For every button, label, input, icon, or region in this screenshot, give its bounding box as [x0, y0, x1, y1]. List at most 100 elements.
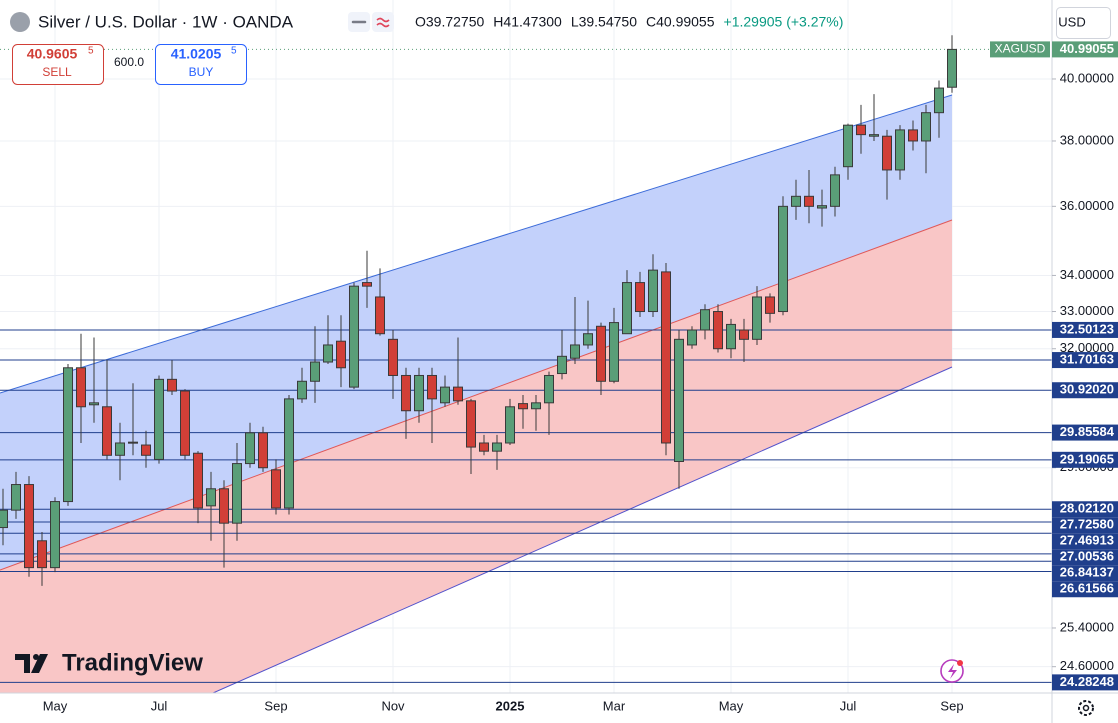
sell-box[interactable]	[12, 44, 104, 85]
level-label-bg	[1052, 501, 1118, 518]
level-label-bg	[1052, 533, 1118, 550]
candle-body	[843, 124, 853, 168]
level-label: 27.46913	[1060, 533, 1114, 548]
replay-icon[interactable]	[940, 659, 964, 683]
level-label-bg	[1052, 451, 1118, 468]
last-price-label: 40.99055	[1060, 41, 1114, 56]
settings-button[interactable]	[1078, 700, 1094, 716]
sell-label: SELL	[42, 65, 72, 79]
level-label-bg	[1052, 565, 1118, 582]
channel-lower-line	[212, 366, 953, 693]
candle-body	[791, 195, 801, 207]
candle-body	[167, 378, 177, 392]
candle-body	[50, 501, 60, 569]
currency: USD	[1058, 14, 1085, 29]
candle-body	[661, 271, 671, 444]
level-label: 24.28248	[1060, 674, 1114, 689]
y-axis: 40.00000 38.00000 36.00000 34.00000 33.00000…	[990, 41, 1118, 691]
candle-body	[271, 469, 281, 509]
candle-body	[869, 134, 879, 137]
symbol-icon	[10, 12, 30, 32]
candle-body	[505, 406, 515, 444]
gear-outer[interactable]	[1078, 700, 1094, 716]
level-label: 28.02120	[1060, 501, 1114, 516]
level-label: 29.85584	[1060, 424, 1115, 439]
legend-value: C40.99055	[646, 14, 715, 30]
candle-body	[531, 402, 541, 410]
x-tick-label: Mar	[603, 698, 626, 713]
candle-body	[323, 344, 333, 363]
level-label-bg	[1052, 382, 1118, 399]
candle-body	[349, 285, 359, 388]
candle-body	[609, 322, 619, 382]
candle-body	[453, 386, 463, 402]
last-price-label-bg	[1052, 41, 1118, 58]
header-buttons[interactable]	[348, 12, 394, 32]
candle-body	[245, 432, 255, 465]
candle-body	[479, 442, 489, 452]
legend-value: L39.54750	[571, 14, 637, 30]
level-label: 27.72580	[1060, 517, 1114, 532]
x-tick-label: Sep	[264, 698, 287, 713]
candle-body	[414, 374, 424, 412]
candle-body	[375, 296, 385, 335]
candle-body	[89, 402, 99, 406]
candle-body	[258, 432, 268, 469]
level-label: 26.84137	[1060, 565, 1114, 580]
candle-body	[830, 174, 840, 207]
candle-body	[219, 488, 229, 524]
candle-body	[63, 367, 73, 503]
currency-box[interactable]	[1056, 7, 1111, 39]
candle-body	[882, 135, 892, 171]
buy-price: 41.0205	[171, 46, 222, 62]
candle-body	[336, 340, 346, 369]
candle-body	[154, 378, 164, 460]
candle-body	[310, 361, 320, 382]
candle-body	[180, 390, 190, 456]
candle-body	[141, 444, 151, 456]
candle-body	[739, 329, 749, 340]
y-tick-label: 24.60000	[1060, 658, 1114, 673]
logo-mark-v	[31, 654, 48, 673]
buy-box[interactable]	[155, 44, 247, 85]
buy-button[interactable]: 41.0205 5 BUY	[155, 44, 247, 85]
sell-button[interactable]: 40.9605 5 SELL	[12, 44, 104, 85]
y-tick-label: 40.00000	[1060, 70, 1114, 85]
x-tick-label: May	[719, 698, 744, 713]
level-label: 30.92020	[1060, 382, 1114, 397]
x-tick-label: 2025	[496, 698, 525, 713]
channel-middle-line	[0, 219, 953, 571]
candle-body	[128, 441, 138, 444]
x-tick-label: Nov	[381, 698, 405, 713]
candle-body	[726, 323, 736, 350]
candle-body	[115, 442, 125, 456]
level-label: 32.50123	[1060, 321, 1114, 336]
candle-body	[947, 48, 957, 88]
gear-inner	[1082, 704, 1090, 712]
y-tick-label: 33.00000	[1060, 303, 1114, 318]
level-label: 26.61566	[1060, 581, 1114, 596]
x-tick-label: Jul	[151, 698, 168, 713]
candle-body	[778, 205, 788, 313]
ohlc-legend: O39.72750 H41.47300 L39.54750 C40.99055 +1.2…	[415, 14, 843, 30]
symbol-label: XAGUSD	[995, 42, 1046, 56]
x-tick-label: Jul	[840, 698, 857, 713]
candle-body	[713, 311, 723, 350]
candle-body	[934, 87, 944, 114]
compare-button[interactable]	[372, 12, 394, 32]
symbol-label-bg	[990, 41, 1050, 58]
level-label-bg	[1052, 352, 1118, 369]
level-label: 27.00536	[1060, 549, 1114, 564]
candle-body	[193, 452, 203, 509]
replay-dot	[957, 660, 963, 666]
legend-value: +1.29905 (+3.27%)	[724, 14, 844, 30]
candle-body	[232, 463, 242, 524]
legend-value: H41.47300	[493, 14, 562, 30]
sell-price-digit: 5	[88, 46, 94, 57]
candle-body	[284, 398, 294, 509]
candle-body	[0, 509, 8, 529]
compare-icon	[376, 17, 390, 28]
currency-button[interactable]: USD	[1056, 7, 1111, 39]
candle-body	[557, 355, 567, 375]
